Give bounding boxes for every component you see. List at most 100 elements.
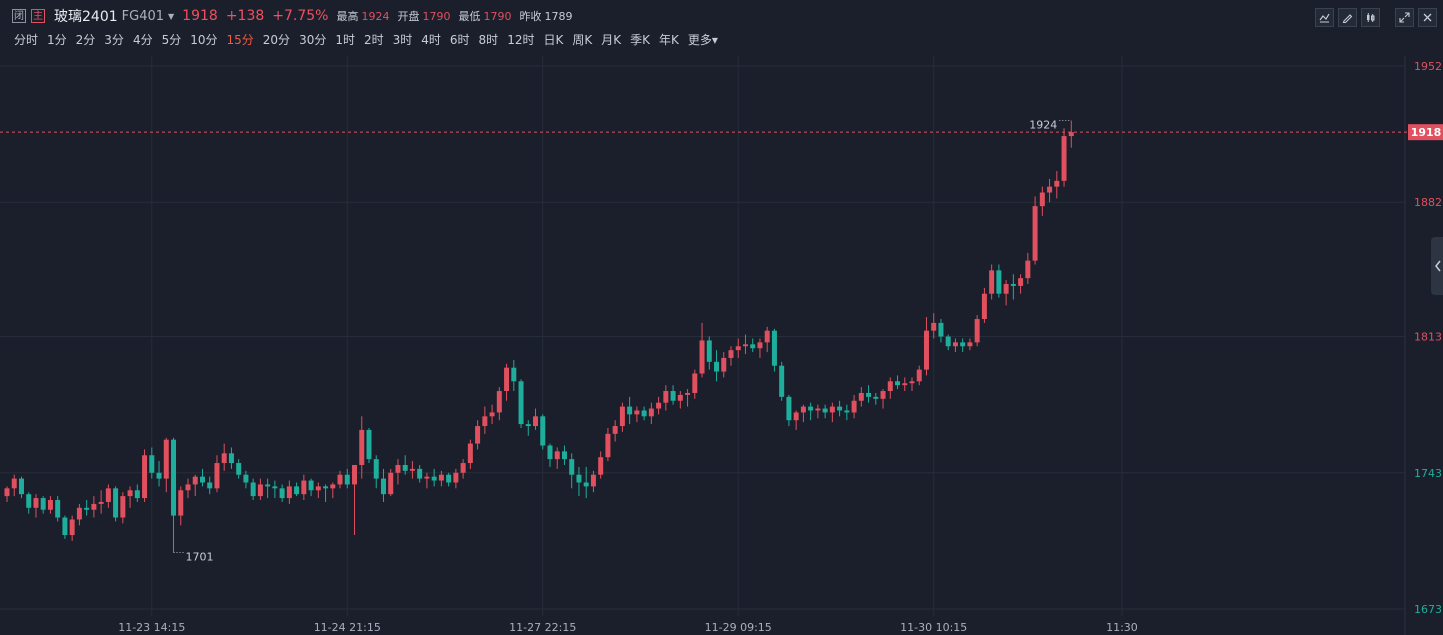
candle bbox=[496, 387, 502, 421]
candle bbox=[185, 478, 191, 499]
timeframe-6[interactable]: 10分 bbox=[190, 33, 218, 47]
timeframe-7[interactable]: 15分 bbox=[226, 33, 254, 47]
timeframe-19[interactable]: 月K bbox=[601, 33, 622, 47]
market-closed-badge: 闭 bbox=[12, 9, 26, 23]
price-change: +138 bbox=[225, 8, 265, 24]
candle bbox=[1032, 196, 1038, 265]
x-tick-label: 11-24 21:15 bbox=[314, 621, 381, 634]
candle bbox=[460, 459, 466, 479]
candle bbox=[808, 402, 814, 421]
candle bbox=[388, 468, 394, 497]
candle bbox=[214, 455, 220, 493]
timeframe-13[interactable]: 4时 bbox=[421, 33, 441, 47]
candle bbox=[192, 474, 198, 497]
candle bbox=[923, 317, 929, 376]
candle bbox=[352, 464, 358, 536]
timeframe-12[interactable]: 3时 bbox=[392, 33, 413, 47]
candle bbox=[989, 264, 995, 300]
candle bbox=[221, 443, 227, 471]
candle bbox=[605, 428, 611, 462]
candlestick-chart[interactable]: 1952 1882 1813 1743 1673 11-23 14:15 11-24 21:… bbox=[0, 56, 1443, 635]
candle bbox=[685, 389, 691, 407]
candle bbox=[1018, 274, 1024, 294]
timeframe-17[interactable]: 日K bbox=[543, 33, 564, 47]
indicator-icon bbox=[1319, 13, 1330, 23]
candle bbox=[453, 468, 459, 489]
candle bbox=[656, 396, 662, 415]
indicator-button[interactable] bbox=[1315, 8, 1334, 27]
chevron-left-icon bbox=[1435, 260, 1441, 272]
timeframe-10[interactable]: 1时 bbox=[335, 33, 355, 47]
candle bbox=[228, 447, 234, 469]
chart-tools-group bbox=[1315, 8, 1384, 27]
timeframe-18[interactable]: 周K bbox=[572, 33, 593, 47]
timeframe-9[interactable]: 30分 bbox=[299, 33, 327, 47]
x-tick-label: 11-27 22:15 bbox=[509, 621, 576, 634]
candle bbox=[627, 396, 633, 425]
min-price-label: 1701 bbox=[186, 551, 214, 564]
candle bbox=[619, 402, 625, 432]
stat-value-prev-close: 1789 bbox=[544, 9, 573, 23]
candle bbox=[1061, 128, 1067, 187]
y-tick-label: 1882 bbox=[1414, 196, 1442, 209]
candle bbox=[504, 363, 510, 401]
candle bbox=[475, 420, 481, 450]
candle bbox=[315, 482, 321, 499]
timeframe-0[interactable]: 分时 bbox=[14, 33, 39, 47]
candle-style-icon bbox=[1367, 13, 1375, 22]
candle bbox=[84, 500, 90, 516]
candle bbox=[91, 496, 97, 518]
timeframe-5[interactable]: 5分 bbox=[161, 33, 182, 47]
instrument-code[interactable]: FG401 bbox=[121, 8, 165, 24]
stat-value-low: 1790 bbox=[483, 9, 512, 23]
main-contract-badge: 主 bbox=[31, 9, 45, 23]
timeframe-20[interactable]: 季K bbox=[630, 33, 650, 47]
timeframe-15[interactable]: 8时 bbox=[478, 33, 499, 47]
close-button[interactable] bbox=[1418, 8, 1437, 27]
timeframe-4[interactable]: 4分 bbox=[132, 33, 153, 47]
candle bbox=[793, 410, 799, 430]
max-price-label: 1924 bbox=[1029, 118, 1057, 131]
window-tools-group bbox=[1395, 8, 1441, 27]
candle bbox=[156, 461, 162, 487]
timeframe-1[interactable]: 1分 bbox=[47, 33, 67, 47]
last-price: 1918 bbox=[182, 8, 218, 24]
candle bbox=[677, 391, 683, 409]
y-tick-label: 1673 bbox=[1414, 603, 1442, 616]
candle bbox=[359, 416, 365, 479]
timeframe-14[interactable]: 6时 bbox=[449, 33, 470, 47]
candle bbox=[706, 336, 712, 370]
candle bbox=[294, 482, 300, 497]
instrument-name[interactable]: 玻璃2401 bbox=[54, 9, 118, 25]
candle bbox=[945, 334, 951, 351]
candle bbox=[417, 464, 423, 483]
candle bbox=[981, 287, 987, 323]
candle bbox=[1047, 178, 1053, 203]
candle bbox=[967, 338, 973, 351]
timeframe-2[interactable]: 2分 bbox=[75, 33, 96, 47]
candle bbox=[757, 338, 763, 358]
candle bbox=[670, 385, 676, 405]
candle bbox=[1010, 274, 1016, 300]
stat-label-high: 最高 bbox=[336, 10, 359, 23]
candle bbox=[40, 496, 46, 514]
timeframe-11[interactable]: 2时 bbox=[363, 33, 384, 47]
timeframe-3[interactable]: 3分 bbox=[104, 33, 124, 47]
expand-button[interactable] bbox=[1395, 8, 1414, 27]
candle bbox=[1003, 280, 1009, 306]
chevron-down-icon[interactable]: ▼ bbox=[168, 11, 175, 21]
candle bbox=[721, 352, 727, 378]
last-price-tag bbox=[1408, 124, 1443, 141]
timeframe-22[interactable]: 更多▾ bbox=[687, 33, 718, 47]
candle bbox=[243, 470, 249, 489]
timeframe-16[interactable]: 12时 bbox=[507, 33, 535, 47]
candle bbox=[815, 404, 821, 419]
timeframe-21[interactable]: 年K bbox=[658, 33, 679, 47]
side-panel-toggle[interactable] bbox=[1431, 237, 1443, 295]
timeframe-8[interactable]: 20分 bbox=[262, 33, 291, 47]
candle bbox=[120, 492, 126, 524]
candle-style-button[interactable] bbox=[1361, 8, 1380, 27]
draw-button[interactable] bbox=[1338, 8, 1357, 27]
candle bbox=[569, 453, 575, 489]
candle bbox=[178, 486, 184, 526]
